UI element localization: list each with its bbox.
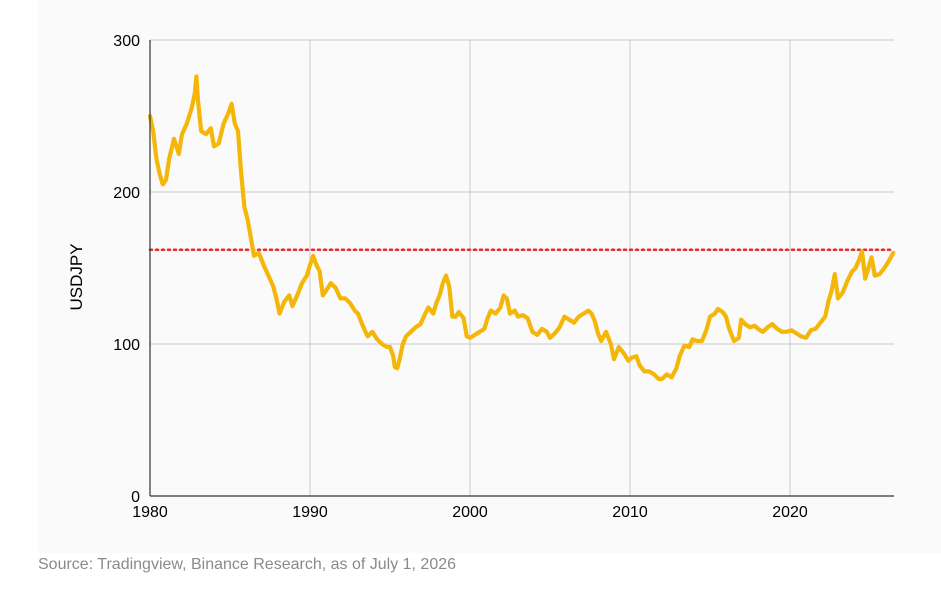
axes [149, 40, 894, 497]
chart-panel: 0 100 200 300 1980 1990 2000 2010 2020 USDJPY [38, 0, 941, 553]
x-tick-label-2000: 2000 [452, 504, 488, 521]
x-tick-label-1990: 1990 [292, 504, 328, 521]
usdjpy-line-chart: 0 100 200 300 1980 1990 2000 2010 2020 USDJPY [67, 33, 896, 521]
y-tick-label-300: 300 [113, 33, 140, 50]
gridlines [150, 39, 894, 496]
source-note: Source: Tradingview, Binance Research, a… [38, 556, 457, 573]
x-tick-label-2020: 2020 [772, 504, 808, 521]
y-axis-title: USDJPY [67, 243, 86, 310]
y-tick-label-200: 200 [113, 185, 140, 202]
tick-labels: 0 100 200 300 1980 1990 2000 2010 2020 [113, 33, 808, 521]
series-line-0 [147, 74, 896, 382]
x-tick-label-1980: 1980 [132, 504, 168, 521]
y-tick-label-0: 0 [131, 489, 140, 506]
series-group [147, 74, 896, 382]
y-tick-label-100: 100 [113, 337, 140, 354]
x-tick-label-2010: 2010 [612, 504, 648, 521]
